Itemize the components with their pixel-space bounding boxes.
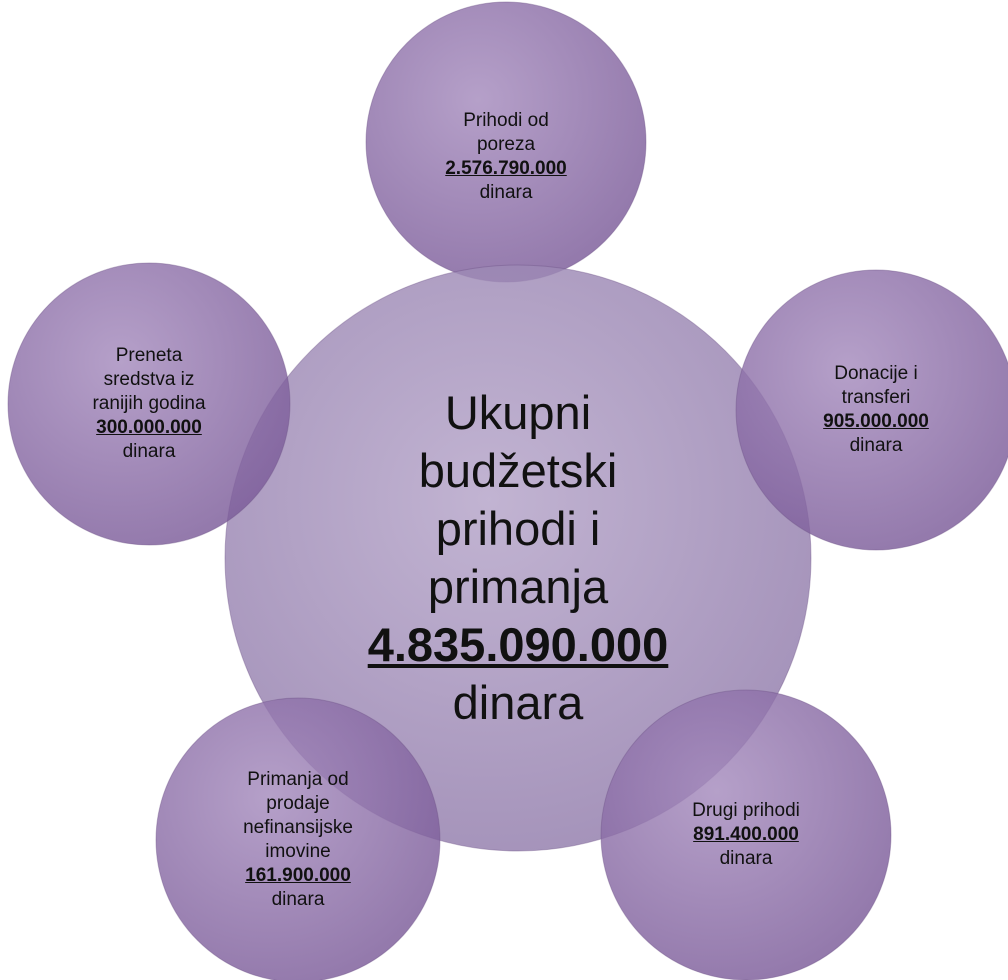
label-line: Preneta [115,345,183,366]
node-circle [155,697,441,980]
label-line: primanja [427,560,609,613]
node-text: Drugi prihodi 891.400.000 dinara [692,799,800,871]
amount: 4.835.090.000 [367,618,669,671]
node-circle [7,262,291,546]
unit: dinara [271,889,325,910]
label-line: nefinansijske [243,817,353,838]
unit: dinara [452,676,584,729]
amount: 905.000.000 [823,411,929,432]
amount: 300.000.000 [96,417,202,438]
label-line: prodaje [266,793,330,814]
label-line: Donacije i [834,363,918,384]
label-line: Primanja od [247,769,349,790]
node-text: Primanja od prodaje nefinansijske imovine 16… [243,768,353,912]
label-line: imovine [265,841,331,862]
amount: 2.576.790.000 [445,158,567,179]
node-text: Prihodi od poreza 2.576.790.000 dinara [445,109,567,205]
unit: dinara [849,435,903,456]
center-circle [224,264,812,852]
label-line: ranijih godina [92,393,206,414]
node-circle [600,689,892,980]
center-text: Ukupni budžetski prihodi i primanja 4.835.09… [368,384,669,732]
label-line: poreza [476,134,536,155]
node-text: Preneta sredstva iz ranijih godina 300.000.… [92,344,205,464]
amount: 161.900.000 [245,865,351,886]
label-line: transferi [841,387,911,408]
unit: dinara [122,441,176,462]
label-line: sredstva iz [103,369,195,390]
label-line: Prihodi od [463,110,549,131]
label-line: budžetski [418,444,618,497]
unit: dinara [479,182,533,203]
unit: dinara [719,848,773,869]
label-line: prihodi i [435,502,601,555]
node-text: Donacije i transferi 905.000.000 dinara [823,362,929,458]
label-line: Ukupni [444,386,592,439]
label-line: Drugi prihodi [692,800,800,821]
amount: 891.400.000 [693,824,799,845]
node-circle [735,269,1008,551]
